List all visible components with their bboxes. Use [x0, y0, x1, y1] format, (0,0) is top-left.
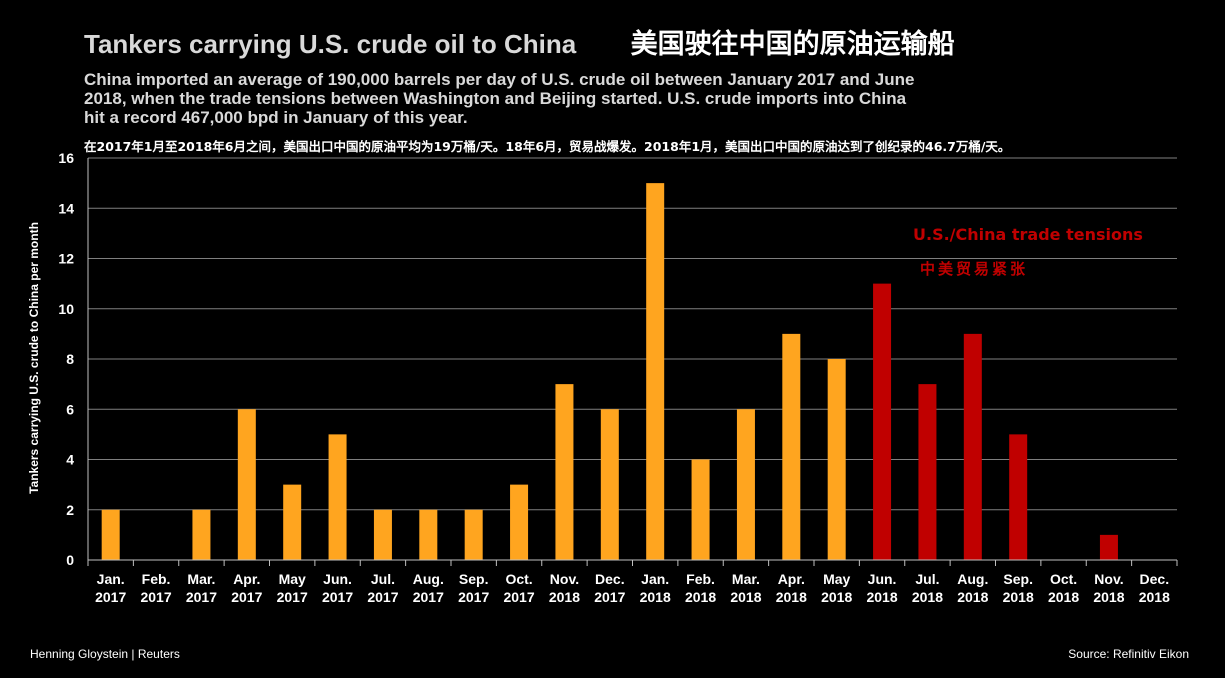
x-tick-label-year: 2018 [821, 589, 852, 605]
y-tick-label: 8 [66, 351, 74, 367]
gridlines [88, 157, 1177, 511]
annotation-trade-tensions-zh: 中美贸易紧张 [920, 260, 1028, 278]
x-tick-label-month: Aug. [413, 571, 444, 587]
x-tick-label-year: 2018 [1003, 589, 1034, 605]
axis-labels: 0 2 4 6 8 10 12 14 16 Jan. 2017 Feb. 2017 Mar. 2017 Apr… [58, 150, 1170, 605]
x-tick-label-month: Dec. [595, 571, 625, 587]
y-tick-label: 4 [66, 452, 74, 468]
x-tick-label-year: 2018 [866, 589, 897, 605]
title-row: Tankers carrying U.S. crude oil to China… [84, 22, 955, 61]
x-tick-label-month: Dec. [1140, 571, 1170, 587]
x-tick-label-month: Jul. [371, 571, 395, 587]
bar [328, 434, 347, 560]
x-tick-label-month: May [279, 571, 306, 587]
y-tick-label: 16 [58, 150, 74, 166]
x-tick-label-month: Nov. [1094, 571, 1123, 587]
bar [237, 409, 256, 560]
x-tick-label-year: 2017 [458, 589, 489, 605]
x-tick-label-month: May [823, 571, 850, 587]
x-tick-label-month: Oct. [1050, 571, 1077, 587]
bar [600, 409, 619, 560]
y-tick-label: 12 [58, 251, 74, 267]
bar [1009, 434, 1028, 560]
x-tick-label-year: 2018 [640, 589, 671, 605]
chart-subtitle-zh: 在2017年1月至2018年6月之间，美国出口中国的原油平均为19万桶/天。18… [84, 139, 1011, 154]
axes [87, 158, 1178, 566]
footer-source: Source: Refinitiv Eikon [1068, 647, 1189, 661]
y-tick-label: 14 [58, 200, 74, 216]
x-tick-label-month: Aug. [957, 571, 988, 587]
x-tick-label-year: 2018 [1093, 589, 1124, 605]
x-tick-label-year: 2018 [1139, 589, 1170, 605]
bar [736, 409, 755, 560]
x-tick-label-year: 2018 [776, 589, 807, 605]
x-tick-label-year: 2017 [231, 589, 262, 605]
y-axis-label: Tankers carrying U.S. crude to China per… [27, 222, 41, 494]
x-tick-label-year: 2018 [549, 589, 580, 605]
x-tick-label-year: 2017 [277, 589, 308, 605]
x-tick-label-year: 2018 [1048, 589, 1079, 605]
x-tick-label-month: Jul. [915, 571, 939, 587]
bar [510, 484, 529, 560]
x-tick-label-year: 2017 [367, 589, 398, 605]
x-tick-label-month: Jun. [323, 571, 352, 587]
x-tick-label-month: Mar. [187, 571, 215, 587]
x-tick-label-month: Jan. [97, 571, 125, 587]
x-tick-label-month: Apr. [233, 571, 260, 587]
bar [192, 509, 211, 560]
chart-title-zh: 美国驶往中国的原油运输船 [630, 29, 955, 60]
bar [101, 509, 120, 560]
bars [101, 183, 1118, 560]
x-tick-label-year: 2018 [957, 589, 988, 605]
x-tick-label-year: 2018 [685, 589, 716, 605]
x-tick-label-year: 2017 [594, 589, 625, 605]
x-tick-label-month: Nov. [550, 571, 579, 587]
x-tick-label-month: Sep. [1003, 571, 1033, 587]
x-tick-label-year: 2017 [140, 589, 171, 605]
bar [963, 333, 982, 560]
x-tick-label-month: Feb. [686, 571, 715, 587]
x-tick-label-year: 2017 [503, 589, 534, 605]
x-tick-label-month: Apr. [778, 571, 805, 587]
chart-subtitle-en: China imported an average of 190,000 bar… [84, 70, 915, 127]
x-tick-label-month: Mar. [732, 571, 760, 587]
y-tick-label: 10 [58, 301, 74, 317]
y-tick-label: 0 [66, 552, 74, 568]
bar [373, 509, 392, 560]
bar [646, 183, 665, 560]
bar [918, 384, 937, 560]
chart-title-en: Tankers carrying U.S. crude oil to China [84, 29, 577, 59]
bar [555, 384, 574, 560]
bar [283, 484, 302, 560]
x-tick-label-month: Sep. [459, 571, 489, 587]
bar [419, 509, 438, 560]
y-tick-label: 2 [66, 502, 74, 518]
bar [464, 509, 483, 560]
x-tick-label-month: Oct. [505, 571, 532, 587]
x-tick-label-month: Jun. [868, 571, 897, 587]
x-tick-label-month: Feb. [142, 571, 171, 587]
x-tick-label-year: 2018 [912, 589, 943, 605]
bar [1099, 534, 1118, 560]
y-tick-label: 6 [66, 401, 74, 417]
annotation-trade-tensions-en: U.S./China trade tensions [913, 225, 1143, 244]
bar [782, 333, 801, 560]
footer-credit: Henning Gloystein | Reuters [30, 647, 180, 661]
x-tick-label-year: 2017 [95, 589, 126, 605]
x-tick-label-month: Jan. [641, 571, 669, 587]
bar [827, 359, 846, 560]
x-tick-label-year: 2017 [322, 589, 353, 605]
x-tick-label-year: 2017 [413, 589, 444, 605]
x-tick-label-year: 2018 [730, 589, 761, 605]
x-tick-label-year: 2017 [186, 589, 217, 605]
bar [873, 283, 892, 560]
bar [691, 459, 710, 560]
